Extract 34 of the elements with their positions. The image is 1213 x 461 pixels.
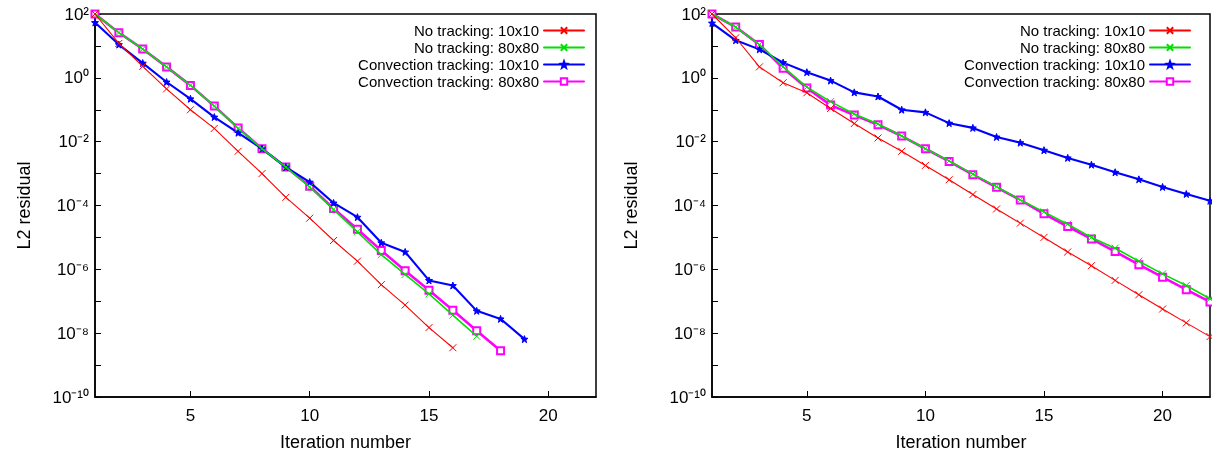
legend-label: No tracking: 80x80	[1019, 39, 1145, 56]
y-tick-label: 10⁻⁸	[673, 323, 706, 343]
y-tick-label: 10⁻¹⁰	[669, 387, 706, 407]
x-tick-label: 10	[915, 406, 935, 425]
y-axis-title: L2 residual	[14, 161, 34, 250]
x-tick-label: 5	[185, 406, 196, 425]
x-axis-title: Iteration number	[895, 432, 1027, 452]
x-tick-label: 5	[802, 406, 812, 425]
y-tick-label: 10⁻⁶	[674, 259, 706, 279]
x-axis-title: Iteration number	[279, 432, 412, 452]
legend-label: No tracking: 80x80	[413, 39, 539, 56]
y-tick-label: 10⁻⁴	[56, 196, 89, 215]
y-tick-label: 10⁰	[64, 68, 89, 88]
y-axis-title: L2 residual	[621, 161, 641, 250]
legend-label: Convection tracking: 10x10	[964, 56, 1145, 73]
legend-label: Convection tracking: 80x80	[358, 73, 539, 90]
y-tick-label: 10⁻⁸	[56, 323, 89, 343]
x-tick-label: 20	[538, 406, 558, 425]
x-tick-label: 20	[1153, 406, 1173, 425]
y-tick-label: 10⁻²	[675, 132, 707, 152]
legend-label: No tracking: 10x10	[413, 22, 539, 39]
legend-label: Convection tracking: 10x10	[358, 56, 539, 73]
x-tick-label: 10	[300, 406, 320, 425]
y-tick-label: 10⁻⁶	[57, 259, 89, 279]
y-tick-label: 10⁻²	[58, 132, 90, 152]
y-tick-label: 10⁻⁴	[673, 196, 706, 215]
x-tick-label: 15	[1034, 406, 1054, 425]
legend-label: Convection tracking: 80x80	[964, 73, 1145, 90]
legend-label: No tracking: 10x10	[1019, 22, 1145, 39]
x-tick-label: 15	[419, 406, 439, 425]
y-tick-label: 10⁻¹⁰	[52, 387, 89, 407]
y-tick-label: 10²	[681, 4, 707, 24]
y-tick-label: 10²	[64, 4, 90, 24]
y-tick-label: 10⁰	[681, 68, 706, 88]
